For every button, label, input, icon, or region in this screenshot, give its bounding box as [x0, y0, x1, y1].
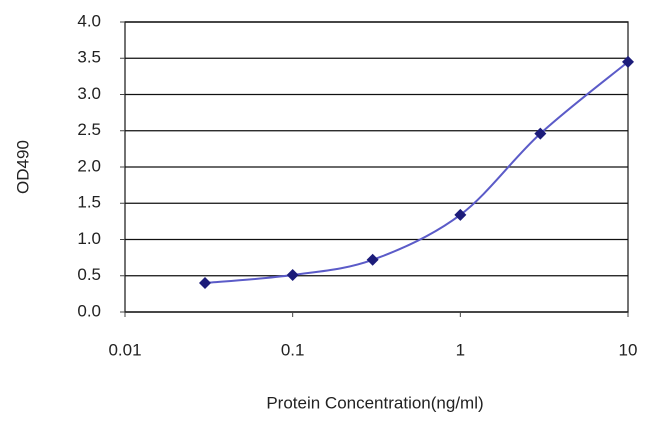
y-tick-label: 3.5 — [77, 48, 101, 67]
y-tick-label: 2.5 — [77, 120, 101, 139]
y-tick-label: 0.5 — [77, 265, 101, 284]
y-tick-label: 1.5 — [77, 193, 101, 212]
x-axis-label: Protein Concentration(ng/ml) — [266, 393, 483, 412]
x-tick-label: 0.1 — [281, 340, 305, 359]
y-tick-label: 4.0 — [77, 11, 101, 30]
data-point — [622, 55, 634, 68]
data-point — [198, 277, 211, 289]
data-point — [454, 208, 467, 221]
x-tick-label: 0.01 — [108, 340, 141, 359]
y-tick-label: 3.0 — [77, 84, 101, 103]
y-axis-label: OD490 — [13, 140, 32, 194]
data-point — [286, 269, 299, 282]
x-tick-label: 1 — [456, 340, 465, 359]
y-tick-label: 2.0 — [77, 156, 101, 175]
data-line — [204, 61, 629, 284]
y-tick-label: 1.0 — [77, 229, 101, 248]
data-point — [534, 127, 547, 140]
y-tick-label: 0.0 — [77, 301, 101, 320]
x-tick-label: 10 — [619, 340, 638, 359]
data-point — [366, 253, 379, 266]
